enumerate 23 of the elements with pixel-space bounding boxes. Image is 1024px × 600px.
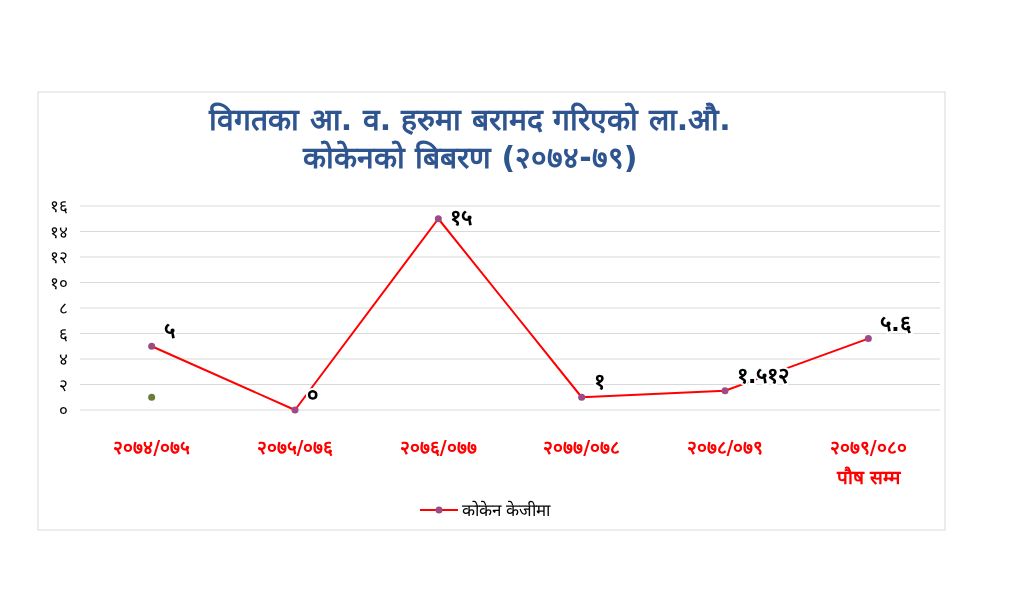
y-tick-label: १४ xyxy=(50,221,68,242)
data-label: १ xyxy=(593,369,605,395)
x-tick-label: २०७४/०७५ xyxy=(113,436,191,458)
x-tick-label: २०७८/०७९ xyxy=(686,436,764,458)
y-tick-label: १६ xyxy=(50,196,68,216)
x-tick-label: २०७९/०८० पौष सम्म xyxy=(829,436,907,488)
x-tick-label: २०७७/०७८ xyxy=(543,436,621,458)
y-tick-label: ८ xyxy=(59,298,68,318)
data-label: ५.६ xyxy=(880,310,912,336)
x-tick-label: २०७५/०७६ xyxy=(256,436,334,458)
legend-label: कोकेन केजीमा xyxy=(462,500,552,520)
point xyxy=(148,393,156,401)
x-tick-label: २०७६/०७७ xyxy=(399,436,477,458)
y-tick-label: १२ xyxy=(50,247,68,267)
y-tick-label: ६ xyxy=(59,323,68,344)
y-tick-label: २ xyxy=(59,374,68,395)
chart-title: विगतका आ. व. हरुमा बरामद गरिएको ला.औ. कोकेनको बिबरण (२०७४-७९) xyxy=(208,102,731,175)
data-label: १५ xyxy=(450,204,473,230)
y-tick-label: ४ xyxy=(59,349,68,369)
data-label: ० xyxy=(307,382,318,407)
y-tick-label: ० xyxy=(59,400,68,420)
y-tick-label: १० xyxy=(50,272,68,293)
data-label: ५ xyxy=(163,318,175,344)
